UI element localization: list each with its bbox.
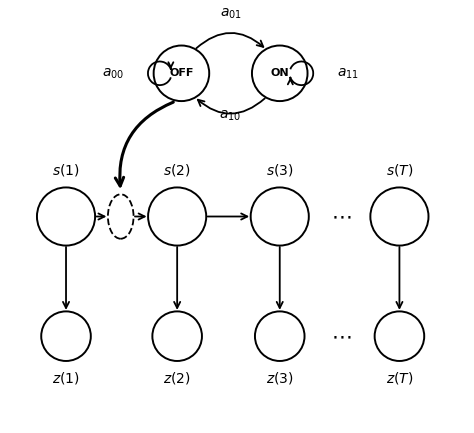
Circle shape	[370, 187, 428, 246]
Text: $\cdots$: $\cdots$	[331, 207, 352, 226]
Circle shape	[255, 311, 304, 361]
Text: $z(1)$: $z(1)$	[52, 370, 80, 386]
Text: $\cdots$: $\cdots$	[331, 326, 352, 346]
Text: $z(3)$: $z(3)$	[266, 370, 293, 386]
Text: $a_{00}$: $a_{00}$	[101, 66, 124, 81]
Circle shape	[252, 45, 308, 101]
Circle shape	[251, 187, 309, 246]
Text: $a_{01}$: $a_{01}$	[219, 6, 242, 21]
Circle shape	[148, 187, 206, 246]
Text: $s(T)$: $s(T)$	[386, 162, 413, 178]
Circle shape	[37, 187, 95, 246]
Text: $s(1)$: $s(1)$	[52, 162, 80, 178]
Text: $z(T)$: $z(T)$	[386, 370, 413, 386]
Circle shape	[41, 311, 91, 361]
Text: $a_{11}$: $a_{11}$	[337, 66, 359, 81]
Circle shape	[154, 45, 209, 101]
Text: OFF: OFF	[169, 68, 193, 78]
Text: $s(2)$: $s(2)$	[164, 162, 191, 178]
Text: $z(2)$: $z(2)$	[163, 370, 191, 386]
Text: $s(3)$: $s(3)$	[266, 162, 293, 178]
Circle shape	[374, 311, 424, 361]
Ellipse shape	[108, 194, 134, 239]
Circle shape	[152, 311, 202, 361]
Text: $a_{10}$: $a_{10}$	[219, 109, 242, 123]
Text: ON: ON	[271, 68, 289, 78]
